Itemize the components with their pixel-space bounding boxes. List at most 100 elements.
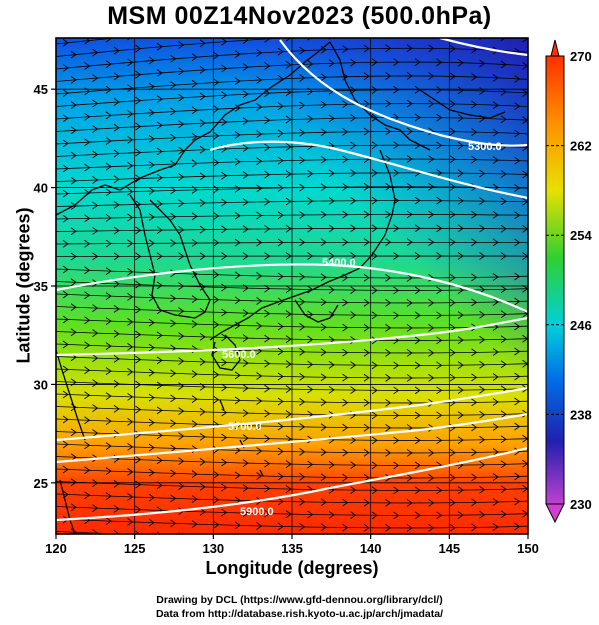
wind-arrow [449,323,456,332]
wind-arrow [436,511,443,520]
wind-arrow [105,60,112,69]
wind-arrow [406,44,413,53]
wind-arrow [256,157,263,166]
wind-arrow [393,286,400,295]
wind-arrow [191,320,198,328]
wind-arrow [70,252,77,261]
wind-arrow [350,114,357,122]
wind-arrow [213,395,220,404]
wind-arrow [363,44,370,53]
wind-arrow [285,460,292,468]
wind-arrow [449,72,456,81]
wind-arrow [457,386,464,394]
wind-arrow [256,322,263,330]
wind-arrow [285,360,292,368]
wind-arrow [221,483,228,492]
wind-arrow [449,238,456,247]
wind-arrow [480,536,485,543]
wind-arrow [414,411,421,420]
wind-arrow [415,537,420,544]
wind-arrow [234,158,241,166]
wind-arrow [105,492,112,500]
wind-arrow [299,211,306,219]
wind-arrow [514,347,521,356]
wind-arrow [342,423,349,432]
wind-arrow [514,447,521,456]
wind-arrow [192,27,197,34]
wind-arrow [277,447,284,456]
wind-arrow [264,309,271,318]
wind-arrow [428,299,435,307]
wind-arrow [492,398,499,406]
wind-arrow [492,423,499,431]
contour-5400 [56,263,528,313]
wind-arrow [277,472,284,481]
wind-arrow [170,394,177,403]
wind-arrow [471,273,478,282]
wind-arrow [320,128,327,137]
wind-arrow [351,537,356,544]
wind-arrow [199,92,206,101]
wind-arrow [256,522,263,530]
wind-arrow [428,349,435,357]
wind-arrow [514,238,521,247]
wind-arrow [328,59,335,68]
wind-arrow [436,436,443,445]
wind-arrow [307,115,314,123]
contour-label-5600: 5600.0 [222,349,256,361]
wind-arrow [479,435,486,444]
wind-arrow [320,73,327,82]
wind-arrow [178,357,185,366]
wind-arrow [178,146,185,155]
wind-arrow [414,361,421,370]
wind-arrow [62,164,69,173]
wind-arrow [436,252,443,260]
streamline [56,518,528,529]
wind-arrow [105,467,112,475]
wind-arrow [113,175,120,184]
wind-arrow [221,433,228,442]
contour-5600 [56,316,528,357]
wind-arrow [256,130,263,139]
wind-arrow [242,90,249,99]
wind-arrow [371,141,378,150]
wind-arrow [385,155,392,163]
wind-arrow [221,64,228,73]
wind-arrow [156,252,163,261]
wind-arrow [492,373,499,381]
wind-arrow [428,274,435,282]
wind-arrow [350,86,357,95]
wind-arrow [148,318,155,327]
y-tick-label: 45 [34,82,48,97]
wind-arrow [350,486,357,495]
wind-arrow [213,212,220,220]
wind-arrow [320,100,327,109]
streamline [56,241,528,245]
wind-arrow [299,398,306,406]
wind-arrow [449,298,456,307]
wind-arrow [277,322,284,331]
wind-arrow [299,128,306,137]
wind-arrow [264,62,271,70]
wind-arrow [371,461,378,470]
wind-arrow [105,267,112,275]
wind-arrow [105,442,112,450]
wind-arrow [457,486,464,494]
wind-arrow [471,210,478,219]
wind-arrow [191,495,198,503]
wind-arrow [449,273,456,282]
wind-arrow [436,169,443,177]
wind-arrow [191,159,198,168]
wind-arrow [342,448,349,457]
wind-arrow [449,448,456,457]
wind-arrow [113,305,120,313]
wind-arrow [242,252,249,260]
wind-arrow [242,198,249,207]
wind-arrow [156,42,163,51]
wind-arrow [135,355,142,364]
wind-arrow [471,238,478,247]
wind-arrow [105,392,112,400]
wind-arrow [414,85,421,94]
wind-arrow [457,336,464,344]
wind-arrow [514,497,521,506]
